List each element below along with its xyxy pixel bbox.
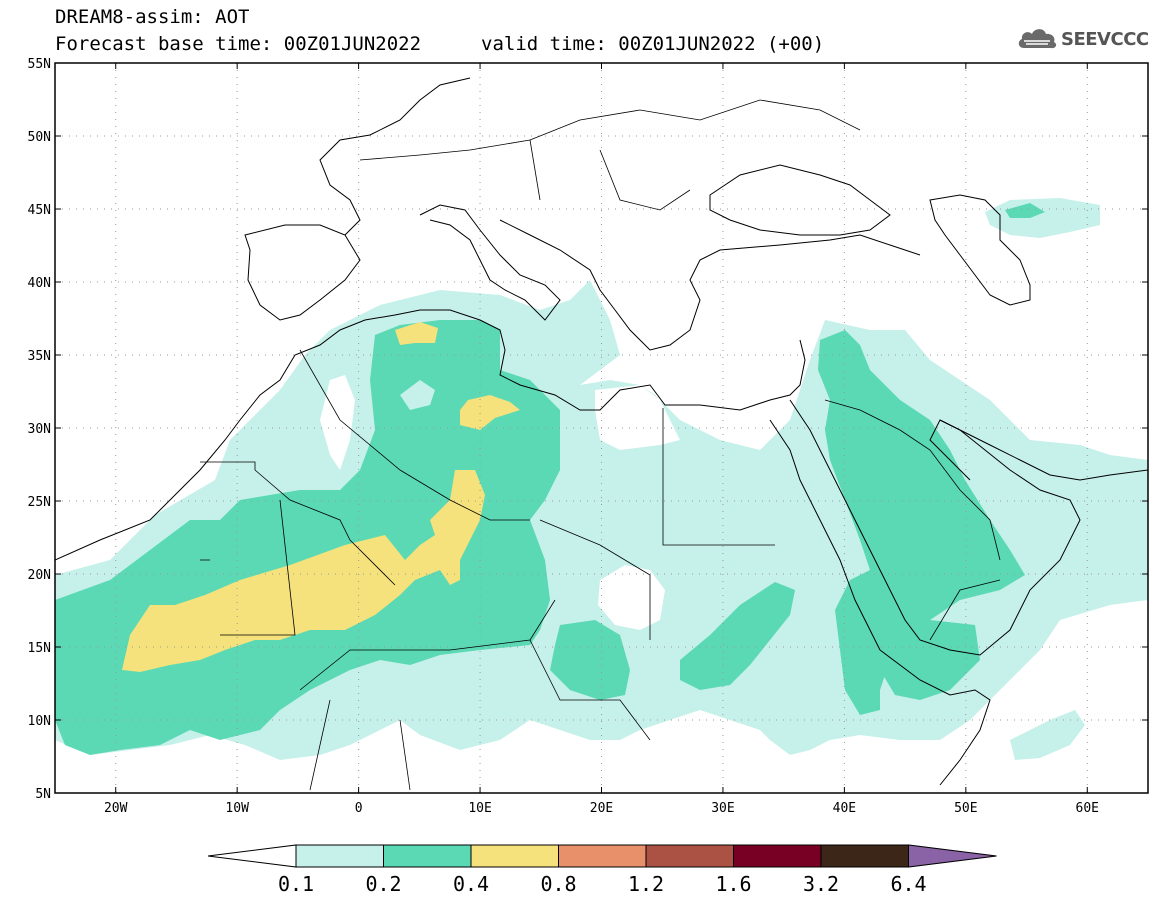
coastline-black-sea [709,164,891,236]
logo-text: SEEVCCC [1061,28,1149,50]
coastline-iberia [244,224,361,321]
lon-label: 10W [225,801,249,816]
clear-area-chad [598,565,665,630]
lon-label: 10E [468,801,491,816]
map-title: DREAM8-assim: AOT [55,6,250,28]
lat-label: 5N [35,787,51,802]
colorbar-label: 3.2 [803,872,839,896]
cloud-logo-icon [1018,29,1057,49]
aot-contour-0.2-arabia [818,330,1025,715]
coastline-france-italy [319,77,561,321]
colorbar-label: 0.1 [278,872,314,896]
colorbar-label: 1.6 [715,872,751,896]
colorbar-label: 0.2 [365,872,401,896]
longitude-labels: 20W 10W 0 10E 20E 30E 40E 50E 60E [104,801,1099,816]
lat-label: 25N [28,495,51,510]
colorbar-label: 0.4 [453,872,489,896]
colorbar-segment [820,844,909,868]
lon-label: 0 [355,801,363,816]
coastlines [55,77,1148,786]
lat-label: 55N [28,57,51,72]
lat-label: 45N [28,203,51,218]
aot-contour-0.2-sudan [680,582,795,690]
colorbar-segment [645,844,734,868]
forecast-base-time: Forecast base time: 00Z01JUN2022 [55,33,422,55]
colorbar-low-arrow [207,844,297,868]
colorbar-segment [295,844,384,868]
colorbar-segment [558,844,647,868]
colorbar-label: 6.4 [890,872,926,896]
aot-contour-0.2-caspian [1005,203,1045,218]
valid-time: valid time: 00Z01JUN2022 (+00) [481,33,825,55]
lon-label: 30E [711,801,734,816]
coastline-balkans [499,219,921,351]
lon-label: 50E [954,801,977,816]
colorbar-labels: 0.1 0.2 0.4 0.8 1.2 1.6 3.2 6.4 [278,872,927,896]
border-algeria [299,349,530,521]
colorbar-label: 1.2 [628,872,664,896]
aot-contour-0.2-sahara-west [400,380,435,410]
latitude-labels: 55N 50N 45N 40N 35N 30N 25N 20N 15N 10N 5N [28,57,51,802]
lat-label: 40N [28,276,51,291]
coastline-iran [939,419,1148,481]
lat-label: 15N [28,641,51,656]
border-europe [359,99,861,211]
colorbar-label: 0.8 [540,872,576,896]
aot-contour-0.4-tunisia [460,395,520,430]
colorbar-segment [383,844,472,868]
coastline-caspian [929,194,1031,306]
border-libya-egypt [539,408,775,640]
lon-label: 20W [104,801,128,816]
border-mauritania-mali [200,461,396,636]
lat-label: 20N [28,568,51,583]
aot-contour-0.4-algeria-north [395,322,438,345]
axis-ticks [55,62,1148,794]
lon-label: 40E [833,801,856,816]
lat-label: 30N [28,422,51,437]
lat-label: 50N [28,130,51,145]
lat-label: 35N [28,349,51,364]
clear-area-libya-egypt [595,385,680,450]
coastline-europe-africa [55,309,806,561]
seevccc-logo: SEEVCCC [1016,26,1149,52]
aot-contour-0.4-west-africa [122,470,485,672]
aot-contour-0.2-chad [550,620,630,700]
border-saudi [824,399,1001,641]
lon-label: 20E [590,801,613,816]
aot-contour-0.1-arabian-sea [1010,710,1085,760]
map-grid [55,63,1148,793]
lat-label: 10N [28,714,51,729]
colorbar-segment [733,844,822,868]
aot-contour-0.2-gulf-aden [880,620,980,700]
colorbar [207,844,997,868]
colorbar-segment [470,844,559,868]
colorbar-high-arrow [908,844,997,868]
coastline-horn [879,649,991,786]
border-west-africa [299,599,651,791]
lon-label: 60E [1076,801,1099,816]
clear-area-morocco [320,375,355,470]
country-borders [200,99,1001,791]
